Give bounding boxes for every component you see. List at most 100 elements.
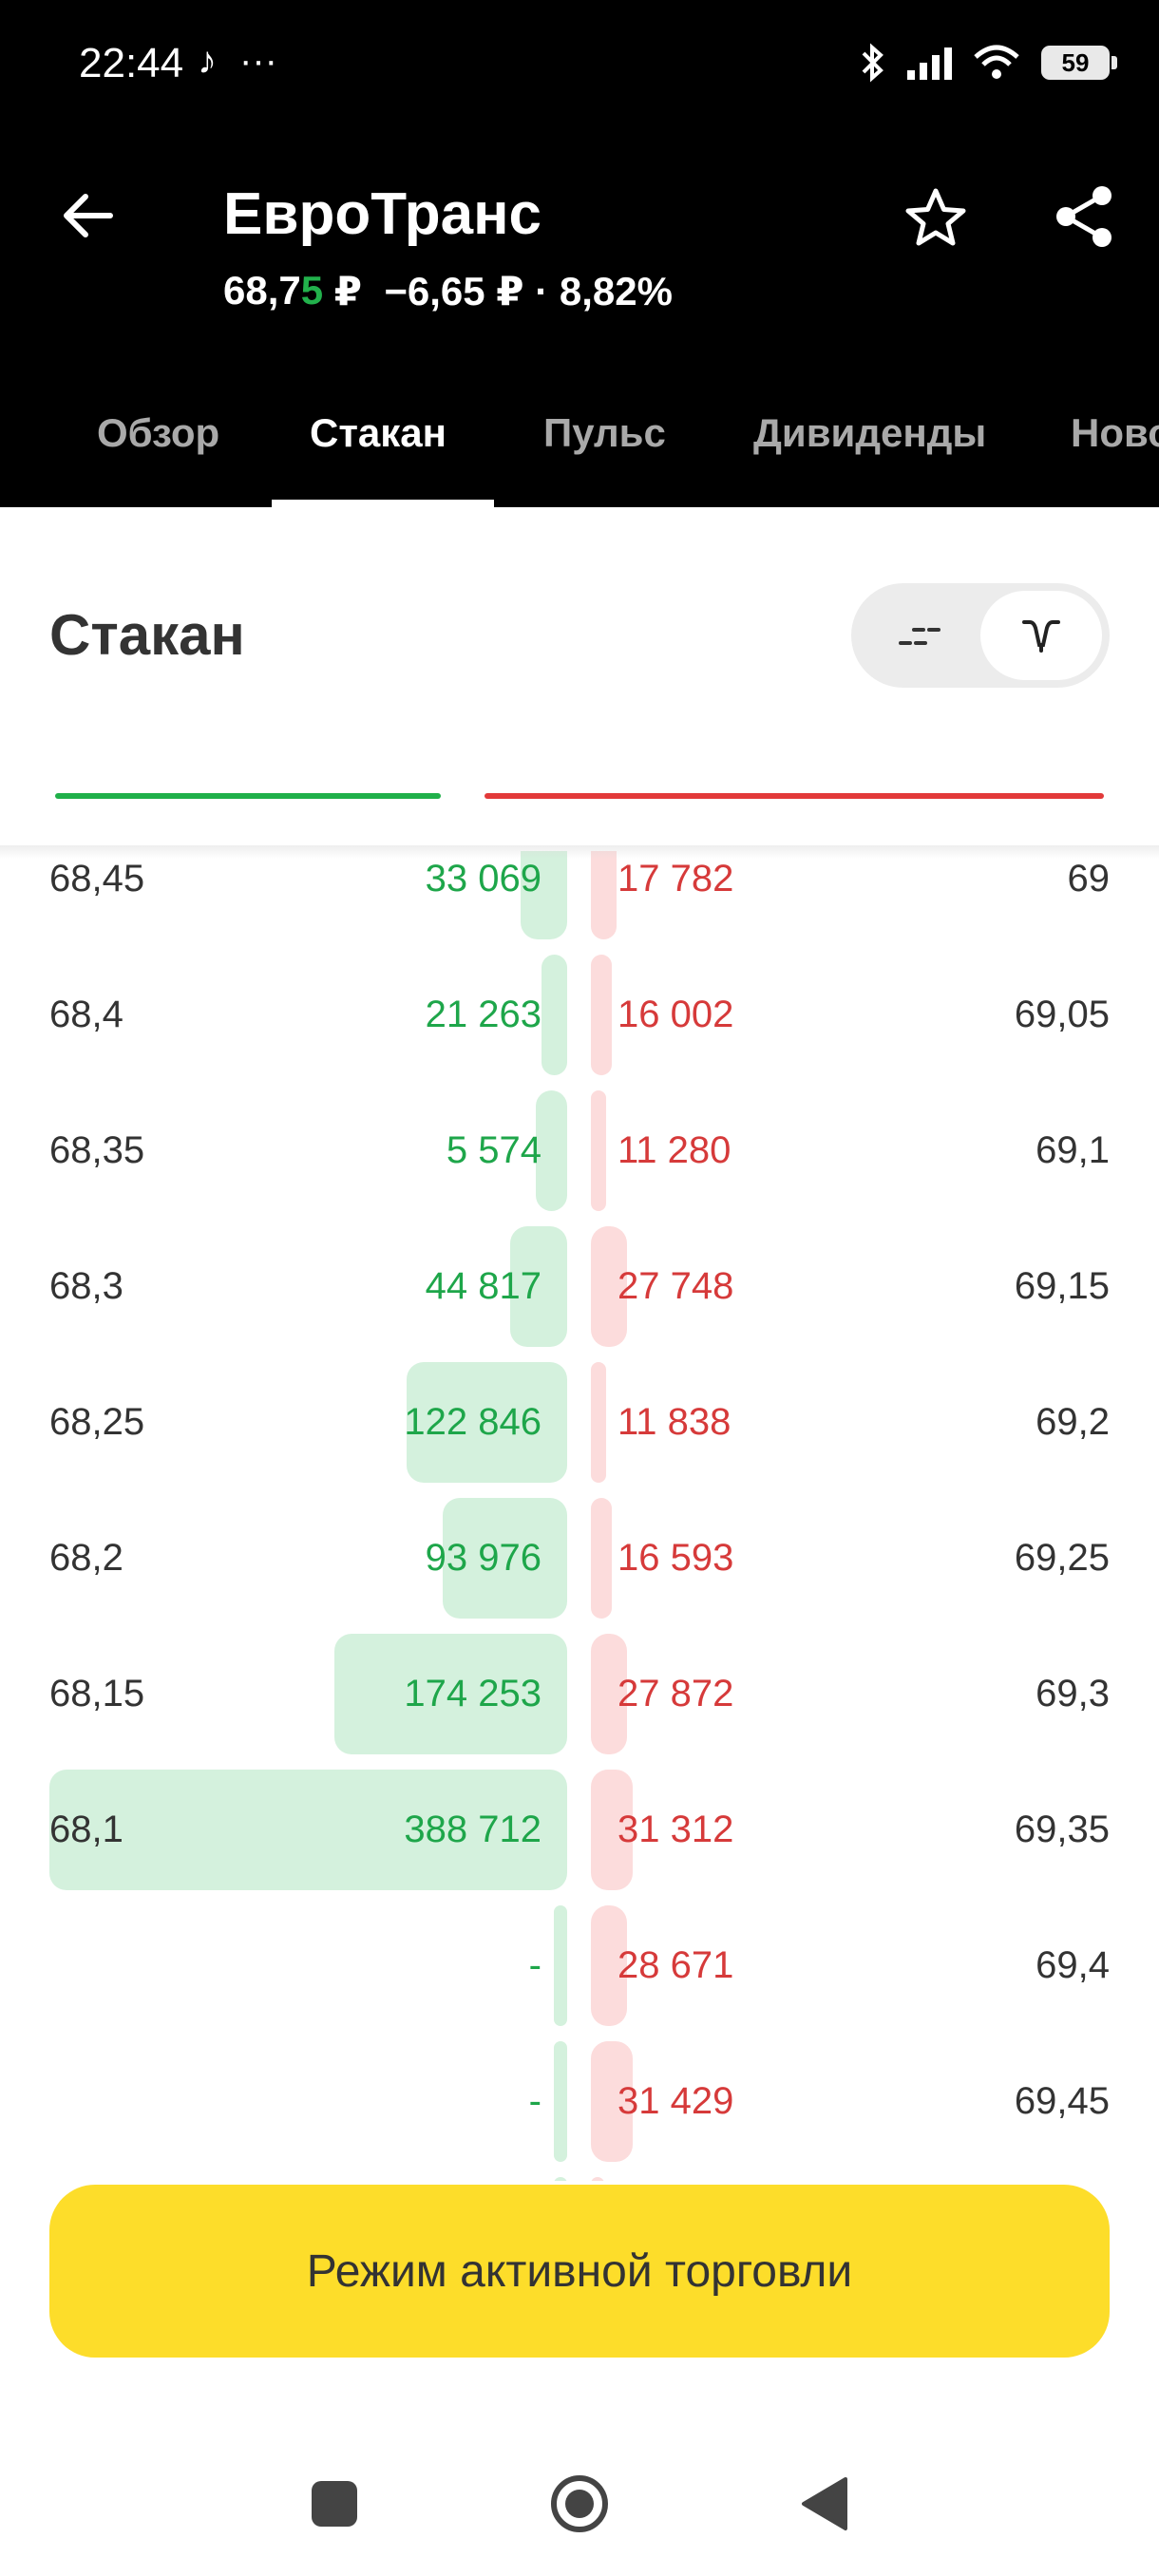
order-book-row[interactable]: 68,45 33 069 17 782 69 bbox=[0, 851, 1159, 947]
tiktok-icon: ♪ bbox=[198, 40, 217, 82]
order-book: 68,45 33 069 17 782 69 68,4 21 263 16 002 69,05… bbox=[0, 851, 1159, 2181]
battery-icon: 59 bbox=[1041, 46, 1117, 80]
ask-volume-bar bbox=[591, 1634, 628, 1754]
bid-volume: 93 976 bbox=[425, 1537, 542, 1579]
ask-price: 69,45 bbox=[1014, 2080, 1110, 2122]
recents-icon[interactable] bbox=[312, 2481, 357, 2527]
order-book-row[interactable]: 68,25 122 846 11 838 69,2 bbox=[0, 1354, 1159, 1490]
tab-pulse[interactable]: Пульс bbox=[543, 410, 666, 455]
ask-volume-bar bbox=[591, 1362, 607, 1483]
ask-volume: 11 838 bbox=[618, 1401, 732, 1443]
star-icon[interactable] bbox=[902, 185, 969, 252]
wifi-icon bbox=[974, 45, 1019, 79]
view-mode-toggle[interactable] bbox=[851, 583, 1110, 688]
home-icon[interactable] bbox=[549, 2473, 610, 2534]
order-book-row[interactable]: - 31 429 69,45 bbox=[0, 2034, 1159, 2169]
ask-volume-bar bbox=[591, 1770, 633, 1890]
bid-price: 68,45 bbox=[49, 858, 145, 900]
bid-volume: - bbox=[528, 1944, 542, 1986]
share-icon[interactable] bbox=[1053, 182, 1117, 251]
tab-news[interactable]: Ново bbox=[1071, 410, 1159, 455]
bid-volume-bar bbox=[554, 2041, 567, 2162]
order-book-row[interactable] bbox=[0, 2169, 1159, 2181]
bid-price: 68,1 bbox=[49, 1809, 124, 1850]
ask-volume-bar bbox=[591, 1226, 628, 1347]
back-arrow-icon[interactable] bbox=[57, 185, 118, 246]
ask-price: 69,3 bbox=[1036, 1673, 1110, 1714]
status-notification-icons: ♪ ··· bbox=[198, 40, 277, 83]
signal-icon bbox=[907, 46, 952, 80]
order-book-row[interactable]: 68,3 44 817 27 748 69,15 bbox=[0, 1219, 1159, 1354]
active-tab-indicator bbox=[272, 500, 494, 507]
ask-volume: 31 312 bbox=[618, 1809, 734, 1850]
more-dots-icon: ··· bbox=[239, 40, 277, 82]
ask-volume: 27 872 bbox=[618, 1673, 734, 1714]
ask-price: 69,2 bbox=[1036, 1401, 1110, 1443]
bid-volume: 122 846 bbox=[404, 1401, 542, 1443]
order-book-row[interactable]: - 28 671 69,4 bbox=[0, 1898, 1159, 2034]
app-header: 22:44 ♪ ··· 59 ЕвроТранс 68,7 5 ₽ −6,65 ₽… bbox=[0, 0, 1159, 507]
active-trading-button[interactable]: Режим активной торговли bbox=[49, 2185, 1110, 2358]
tab-order-book[interactable]: Стакан bbox=[310, 410, 447, 455]
ask-volume-bar bbox=[591, 851, 618, 939]
ask-price: 69 bbox=[1067, 858, 1111, 900]
bid-volume-bar bbox=[554, 1905, 567, 2026]
order-book-row[interactable]: 68,15 174 253 27 872 69,3 bbox=[0, 1626, 1159, 1762]
ask-volume: 11 280 bbox=[618, 1129, 732, 1171]
bid-volume-bar bbox=[333, 1634, 567, 1754]
ask-price: 69,15 bbox=[1014, 1265, 1110, 1307]
ask-price: 69,35 bbox=[1014, 1809, 1110, 1850]
ask-volume-bar bbox=[591, 2177, 604, 2181]
bid-price: 68,4 bbox=[49, 994, 124, 1035]
bid-volume: 21 263 bbox=[425, 994, 542, 1035]
ask-price: 69,4 bbox=[1036, 1944, 1110, 1986]
ask-price: 69,05 bbox=[1014, 994, 1110, 1035]
bid-ratio-bar bbox=[55, 793, 441, 799]
bid-volume-bar bbox=[49, 1770, 567, 1890]
bid-price: 68,25 bbox=[49, 1401, 145, 1443]
bid-volume-bar bbox=[443, 1498, 567, 1619]
header-shadow bbox=[0, 845, 1159, 859]
bid-volume-bar bbox=[407, 1362, 567, 1483]
bid-volume-bar bbox=[510, 1226, 567, 1347]
status-time: 22:44 bbox=[79, 40, 184, 86]
view-mode-list-option[interactable] bbox=[859, 591, 980, 680]
section-title: Стакан bbox=[49, 603, 245, 667]
price-change: −6,65 ₽ · 8,82% bbox=[362, 269, 673, 313]
ask-volume-bar bbox=[591, 955, 612, 1075]
bid-volume: 5 574 bbox=[446, 1129, 542, 1171]
depth-view-icon bbox=[1022, 620, 1060, 653]
price-summary: 68,7 5 ₽ −6,65 ₽ · 8,82% bbox=[223, 268, 673, 314]
order-book-row[interactable]: 68,2 93 976 16 593 69,25 bbox=[0, 1490, 1159, 1626]
bid-volume: 174 253 bbox=[404, 1673, 542, 1714]
price-currency: ₽ bbox=[323, 269, 363, 313]
order-book-row[interactable]: 68,35 5 574 11 280 69,1 bbox=[0, 1083, 1159, 1219]
ask-price: 69,25 bbox=[1014, 1537, 1110, 1579]
ask-volume: 27 748 bbox=[618, 1265, 734, 1307]
order-book-row[interactable]: 68,1 388 712 31 312 69,35 bbox=[0, 1762, 1159, 1898]
list-view-icon bbox=[899, 628, 940, 645]
ask-volume-bar bbox=[591, 1498, 612, 1619]
tab-overview[interactable]: Обзор bbox=[97, 410, 220, 455]
ask-volume-bar bbox=[591, 1090, 607, 1211]
ask-volume: 16 593 bbox=[618, 1537, 734, 1579]
bid-price: 68,3 bbox=[49, 1265, 124, 1307]
status-system-icons: 59 bbox=[860, 42, 1117, 84]
view-mode-depth-option[interactable] bbox=[980, 591, 1102, 680]
ask-volume-bar bbox=[591, 2041, 633, 2162]
tab-bar: Обзор Стакан Пульс Дивиденды Ново bbox=[0, 399, 1159, 507]
bid-volume-bar bbox=[541, 955, 567, 1075]
nav-back-icon[interactable] bbox=[798, 2475, 851, 2532]
tab-dividends[interactable]: Дивиденды bbox=[753, 410, 987, 455]
ask-ratio-bar bbox=[484, 793, 1104, 799]
bid-volume-bar bbox=[520, 851, 567, 939]
price-value: 68,7 bbox=[223, 268, 301, 313]
bluetooth-icon bbox=[862, 43, 884, 83]
order-book-row[interactable]: 68,4 21 263 16 002 69,05 bbox=[0, 947, 1159, 1083]
bid-volume-bar bbox=[536, 1090, 567, 1211]
bid-price: 68,2 bbox=[49, 1537, 124, 1579]
bid-volume-bar bbox=[554, 2177, 567, 2181]
bid-volume: - bbox=[528, 2080, 542, 2122]
system-nav-bar bbox=[0, 2432, 1159, 2576]
page-title: ЕвроТранс bbox=[223, 181, 542, 247]
